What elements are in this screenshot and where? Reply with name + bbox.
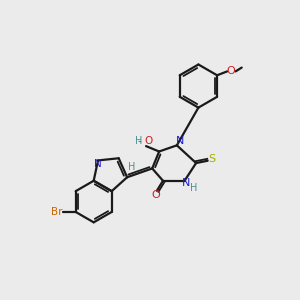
Text: H: H — [190, 184, 197, 194]
Text: H: H — [128, 162, 136, 172]
Text: - O: - O — [138, 136, 154, 146]
Text: O: O — [151, 190, 160, 200]
Text: Br: Br — [51, 207, 62, 217]
Text: H: H — [135, 136, 142, 146]
Text: N: N — [182, 178, 190, 188]
Text: S: S — [208, 154, 215, 164]
Text: N: N — [94, 158, 102, 169]
Text: N: N — [176, 136, 184, 146]
Text: O: O — [226, 66, 235, 76]
